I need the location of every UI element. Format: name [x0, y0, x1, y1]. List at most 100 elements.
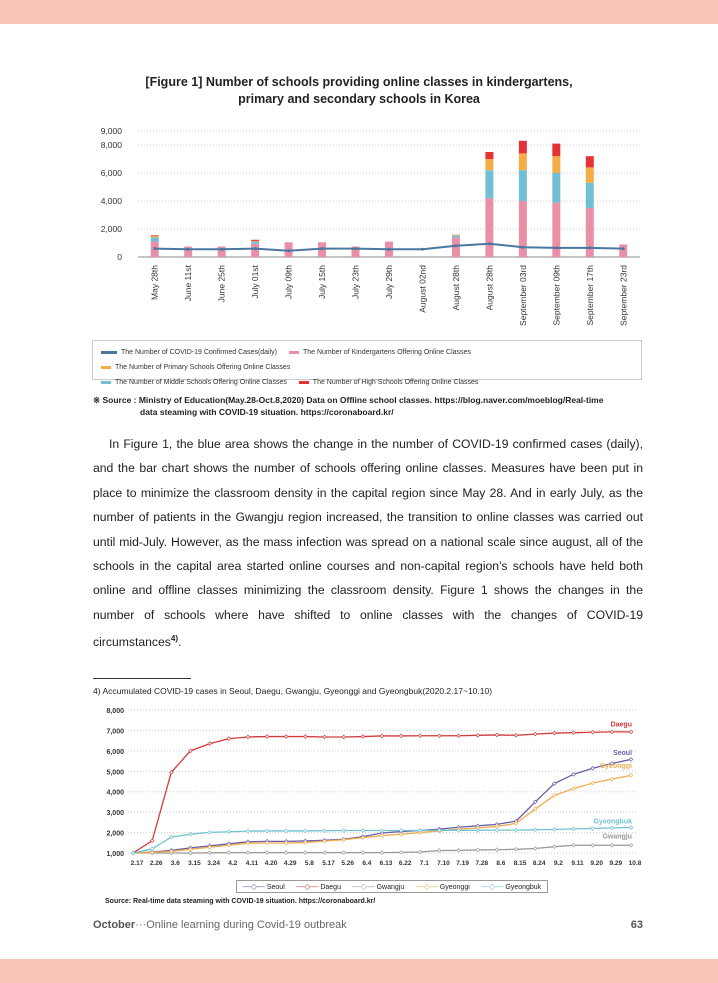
legend-item: —◇— Gyeonggi [416, 882, 470, 891]
data-point [571, 772, 576, 777]
data-point [303, 840, 308, 845]
x-tick-label: 4.20 [265, 860, 278, 867]
data-point [475, 733, 481, 738]
data-point [226, 850, 232, 855]
data-point [494, 827, 500, 833]
footnote-divider [93, 678, 191, 679]
legend-primary: The Number of Primary Schools Offering O… [101, 360, 290, 375]
data-point [552, 793, 557, 798]
bar-segment [518, 153, 527, 171]
data-point [494, 732, 500, 738]
x-tick-label: July 29th [384, 265, 394, 299]
x-tick-label: July 01st [250, 264, 260, 298]
x-tick-label: 6.22 [399, 860, 412, 867]
figure2-source: Source: Real-time data steaming with COV… [105, 898, 376, 905]
data-point [379, 833, 385, 838]
x-tick-label: July 15th [317, 265, 327, 299]
x-tick-label: 8.15 [514, 860, 527, 867]
legend-kindergarten: The Number of Kindergartens Offering Onl… [288, 345, 471, 360]
legend-marker-icon: —◇— [352, 882, 375, 891]
x-tick-label: September 03rd [518, 265, 528, 326]
source-line2: data steaming with COVID-19 situation. h… [140, 407, 394, 417]
x-tick-label: 6.4 [362, 860, 371, 867]
x-tick-label: 9.29 [610, 860, 623, 867]
data-point [532, 827, 538, 833]
x-tick-label: September 23rd [618, 265, 628, 326]
y-tick-label: 9,000 [101, 126, 123, 136]
x-tick-label: 5.8 [305, 860, 314, 867]
x-tick-label: 10.8 [629, 860, 642, 867]
data-point [590, 826, 595, 831]
data-point [571, 826, 576, 832]
data-point [437, 733, 442, 739]
data-point [283, 828, 289, 834]
y-tick-label: 6,000 [101, 168, 123, 178]
data-point [398, 733, 404, 739]
legend-label: Gyeongbuk [505, 884, 542, 891]
swatch-icon [101, 381, 111, 384]
data-point [628, 773, 634, 778]
data-point [513, 847, 519, 852]
data-point [283, 734, 289, 739]
x-tick-label: 7.1 [420, 860, 429, 867]
data-point [169, 834, 174, 840]
legend-item: —◇— Seoul [243, 882, 285, 891]
figure-label: [Figure 1] [145, 75, 203, 89]
bar-segment [451, 234, 460, 236]
y-tick-label: 4,000 [106, 790, 124, 797]
data-point [360, 835, 366, 840]
body-paragraph: In Figure 1, the blue area shows the cha… [93, 437, 643, 650]
bar-segment [251, 243, 260, 257]
data-point [283, 850, 289, 855]
bar-segment [585, 156, 594, 168]
legend-high: The Number of High Schools Offering Onli… [298, 375, 478, 390]
bar-segment [619, 244, 628, 257]
series-label: Daegu [611, 721, 632, 728]
data-point [628, 842, 634, 848]
x-tick-label: 3.24 [207, 860, 220, 867]
data-point [628, 825, 634, 830]
page-number: 63 [630, 919, 643, 931]
data-point [341, 837, 346, 843]
cases-point [320, 247, 324, 251]
cases-point [487, 242, 491, 246]
y-tick-label: 1,000 [106, 851, 124, 858]
x-tick-label: June 25th [217, 265, 227, 303]
bottom-band [0, 959, 718, 983]
y-tick-label: 6,000 [106, 749, 124, 756]
line-swatch-icon [101, 351, 117, 354]
data-point [341, 734, 346, 740]
y-tick-label: 2,000 [106, 831, 124, 838]
data-point [245, 828, 251, 834]
y-tick-label: 2,000 [101, 224, 123, 234]
x-tick-label: 9.2 [554, 860, 563, 867]
data-point [571, 786, 576, 791]
data-point [494, 847, 500, 853]
cases-point [387, 247, 391, 251]
x-tick-label: 7.19 [456, 860, 469, 867]
x-tick-label: July 09th [284, 265, 294, 299]
data-point [456, 828, 461, 833]
data-point [303, 734, 308, 739]
data-point [609, 761, 615, 766]
cases-point [554, 246, 558, 250]
data-point [207, 850, 212, 856]
series-line-seoul [132, 758, 632, 854]
data-point [322, 828, 327, 834]
data-point [590, 842, 595, 848]
source-line1: ※ Source : Ministry of Education(May.28-… [93, 395, 604, 405]
x-tick-label: 4.29 [284, 860, 297, 867]
y-tick-label: 0 [117, 252, 122, 262]
data-point [590, 765, 595, 771]
data-point [532, 846, 538, 851]
x-tick-label: 6.13 [380, 860, 393, 867]
data-point [475, 847, 481, 853]
data-point [322, 850, 327, 855]
title-line2: primary and secondary schools in Korea [238, 92, 480, 106]
cases-point [186, 247, 190, 251]
data-point [379, 828, 385, 833]
figure1-source: ※ Source : Ministry of Education(May.28-… [93, 394, 653, 418]
bar-segment [217, 246, 226, 257]
x-tick-label: September 17th [585, 265, 595, 326]
x-tick-label: 5.17 [322, 860, 335, 867]
